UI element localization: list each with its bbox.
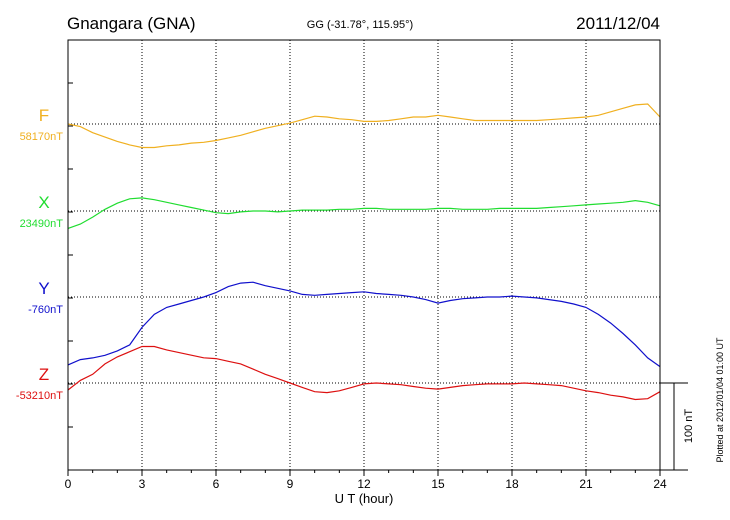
axis-ticks: 0 3 6 9 12 15 18 21 24 <box>65 39 667 491</box>
grid-lines <box>68 40 660 470</box>
scale-bar: 100 nT <box>660 382 695 471</box>
series-labels: F 58170nT X 23490nT Y -760nT Z -53210nT <box>16 106 63 402</box>
x-axis-label: U T (hour) <box>335 491 394 506</box>
x-tick-label: 18 <box>505 477 519 491</box>
series-line-z <box>67 345 661 401</box>
x-tick-label: 6 <box>213 477 220 491</box>
series-line-x <box>67 197 661 229</box>
x-tick-label: 15 <box>431 477 445 491</box>
series-lines <box>67 103 661 401</box>
series-name-y: Y <box>38 279 49 298</box>
chart-date: 2011/12/04 <box>576 14 660 33</box>
series-name-f: F <box>39 106 49 125</box>
x-tick-label: 0 <box>65 477 72 491</box>
series-name-z: Z <box>39 365 49 384</box>
series-baseline-f: 58170nT <box>20 131 64 143</box>
x-tick-label: 9 <box>287 477 294 491</box>
series-baseline-y: -760nT <box>28 304 63 316</box>
station-title: Gnangara (GNA) <box>67 14 196 33</box>
x-tick-label: 24 <box>653 477 667 491</box>
series-line-f <box>67 103 661 149</box>
x-tick-label: 3 <box>139 477 146 491</box>
plot-frame <box>67 39 661 471</box>
series-baseline-z: -53210nT <box>16 390 63 402</box>
plotted-at-note: Plotted at 2012/01/04 01:00 UT <box>715 337 725 463</box>
scale-bar-label: 100 nT <box>683 409 695 444</box>
station-coordinates: GG (-31.78°, 115.95°) <box>307 19 413 31</box>
x-tick-label: 12 <box>357 477 371 491</box>
x-tick-label: 21 <box>579 477 593 491</box>
series-baseline-x: 23490nT <box>20 218 64 230</box>
series-name-x: X <box>38 193 49 212</box>
series-line-y <box>67 281 661 368</box>
